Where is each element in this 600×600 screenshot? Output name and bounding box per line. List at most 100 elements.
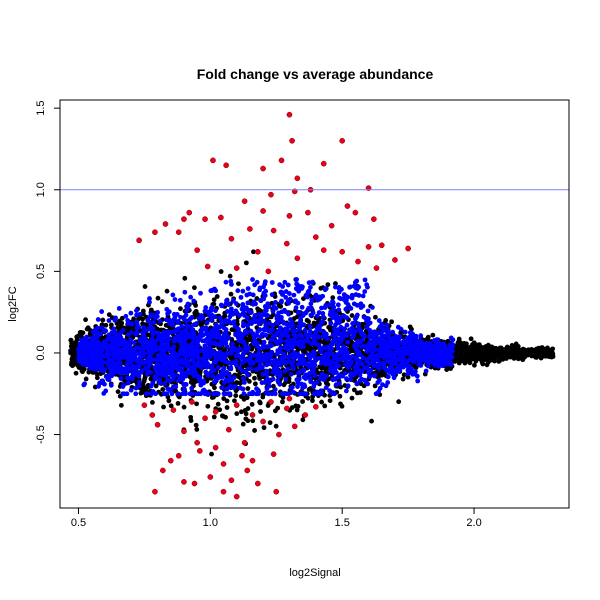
data-point [174,344,180,350]
data-point-blue [345,383,351,389]
data-point [479,345,485,350]
data-point-blue [178,314,183,320]
data-point-blue [230,341,235,347]
data-point-blue [180,391,185,397]
data-point-blue [125,332,131,338]
data-point-blue [147,299,152,305]
data-point-blue [187,391,193,397]
data-point-blue [237,336,243,342]
data-point [217,407,223,413]
data-point [269,300,275,306]
data-point-blue [330,332,336,338]
data-point-blue [259,380,265,386]
data-point [238,409,244,415]
data-point-blue [341,292,347,298]
data-point [349,395,355,401]
chart-title: Fold change vs average abundance [197,66,434,82]
data-point [211,297,217,303]
data-point [142,284,148,289]
data-point [261,425,267,431]
data-point-blue [376,318,382,324]
data-point [74,334,80,340]
data-point [254,296,260,301]
data-point-blue [190,340,196,346]
data-point-blue [237,365,242,371]
data-point [255,306,261,312]
data-point [485,342,491,348]
data-point-blue [170,376,176,382]
data-point [405,374,411,380]
data-point-blue [376,366,382,372]
data-point-blue [143,365,148,371]
data-point [534,354,540,360]
data-point [539,345,545,350]
data-point [189,378,195,384]
data-point-blue [162,381,168,387]
data-point-blue [123,313,129,319]
data-point-blue [286,391,292,397]
data-point-blue [369,305,375,310]
data-point [212,385,217,391]
data-point-blue [405,371,411,377]
data-point-blue [99,378,105,384]
data-point-blue [275,378,281,384]
data-point [138,390,144,396]
data-point [188,418,194,424]
data-point [311,320,317,326]
data-point [494,346,500,352]
data-point-blue [210,373,216,379]
data-point [131,316,137,322]
data-point-blue [133,385,139,391]
data-point-blue [384,322,390,328]
data-point [150,400,155,405]
data-point-blue [335,342,341,348]
data-point-blue [351,320,357,326]
data-point-blue [147,354,153,360]
data-point-blue [222,331,227,336]
data-point-blue [333,322,338,328]
data-point [339,403,345,409]
data-point-blue [95,317,101,322]
data-point-blue [313,391,319,397]
data-point-blue [233,358,239,364]
data-point [155,295,161,301]
data-point-blue [315,334,321,340]
data-point-blue [211,391,217,397]
data-point-blue [240,288,246,294]
data-point [94,371,100,377]
data-point-blue [425,363,431,369]
data-point [178,306,183,312]
data-point [209,451,214,457]
data-point-blue [279,298,284,304]
data-point [246,335,252,341]
data-point [233,393,239,398]
data-point [73,370,79,376]
data-point-blue [308,284,313,290]
data-point-blue [132,340,137,346]
data-point [389,319,395,325]
data-point-blue [108,382,114,388]
data-point-blue [277,381,283,387]
data-point-blue [385,374,391,380]
data-point [164,288,170,294]
data-point-blue [165,331,171,337]
data-point [103,322,109,328]
data-point-blue [282,279,288,285]
data-point [76,365,82,370]
data-point-blue [432,338,437,343]
data-point [351,387,357,393]
data-point-blue [249,321,254,326]
data-point [228,291,234,297]
data-point-blue [120,391,126,397]
data-point-blue [316,323,322,329]
data-point [182,275,188,281]
data-point [511,348,517,354]
data-point [330,295,336,301]
data-point-blue [418,333,424,339]
data-point-blue [219,318,224,324]
data-point [529,353,534,359]
data-point-blue [148,383,154,389]
data-point [86,369,92,375]
data-point-blue [303,376,309,381]
data-point [536,350,542,355]
